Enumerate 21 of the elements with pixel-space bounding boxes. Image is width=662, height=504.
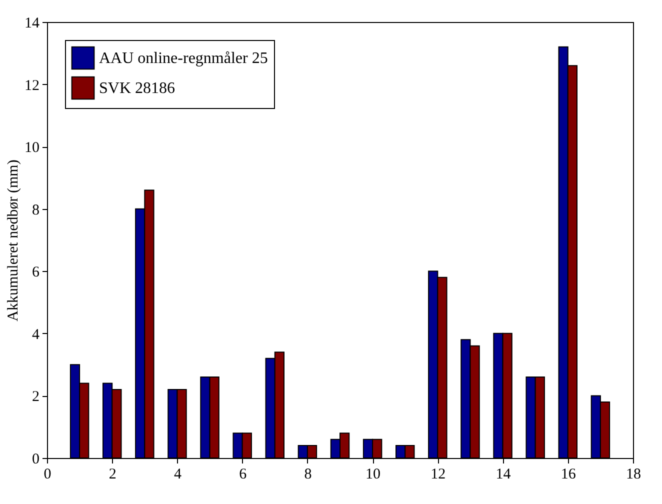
x-tick-label: 6: [239, 466, 248, 482]
x-tick-label: 4: [174, 466, 182, 482]
y-tick-label: 12: [24, 78, 40, 94]
y-tick-label: 14: [24, 16, 40, 32]
x-tick-label: 2: [108, 466, 116, 482]
y-tick-label: 10: [24, 140, 40, 156]
y-tick-label: 2: [32, 389, 40, 406]
x-tick-label: 18: [626, 466, 641, 482]
x-tick-label: 8: [304, 466, 312, 482]
y-tick-label: 8: [32, 202, 40, 218]
y-tick-label: 0: [32, 452, 40, 468]
x-tick-label: 12: [430, 466, 446, 482]
legend-label: SVK 28186: [99, 80, 176, 97]
legend-label: AAU online-regnmåler 25: [99, 50, 268, 67]
x-tick-label: 10: [366, 466, 381, 482]
x-tick-label: 14: [496, 466, 512, 482]
y-axis-title: Akkumuleret nedbør (mm): [6, 160, 22, 322]
y-tick-label: 6: [32, 264, 40, 281]
x-tick-label: 0: [44, 466, 52, 482]
y-tick-label: 4: [32, 326, 40, 343]
x-tick-label: 16: [560, 466, 576, 482]
